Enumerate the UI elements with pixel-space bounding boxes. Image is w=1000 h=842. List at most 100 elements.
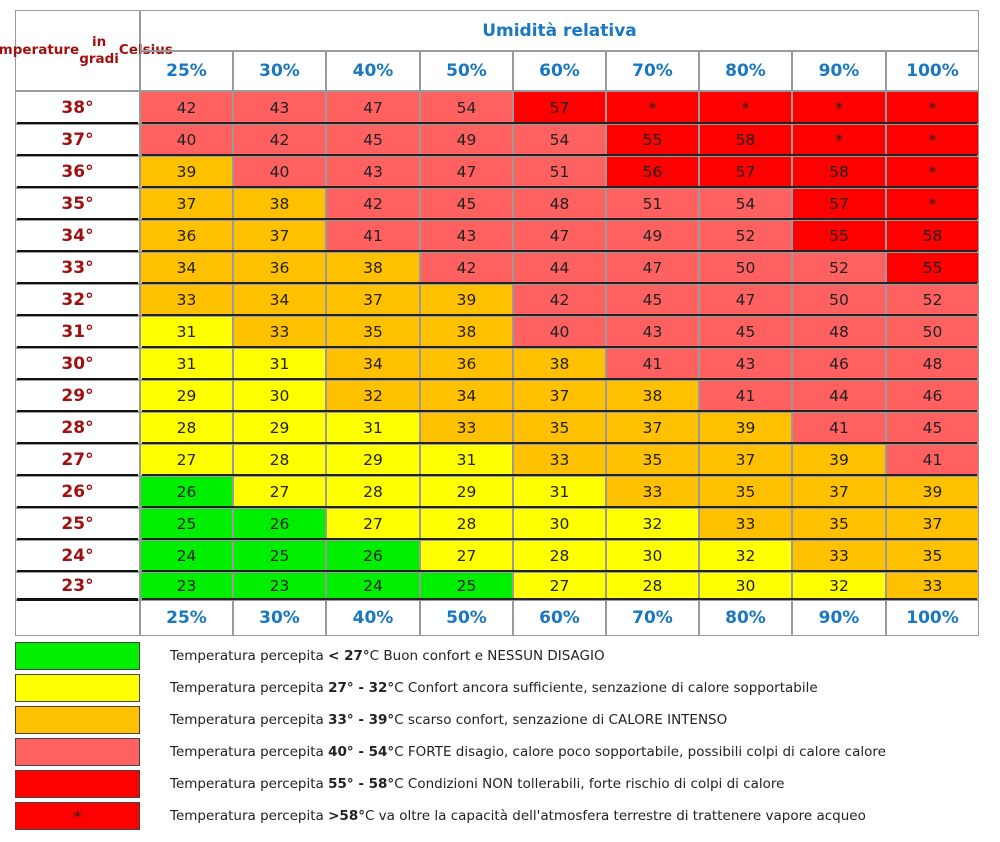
table-cell: 45 — [606, 284, 699, 316]
row-separator — [17, 218, 138, 221]
table-cell: 25 — [140, 508, 233, 540]
row-separator — [142, 282, 977, 284]
table-cell: 39 — [140, 156, 233, 188]
table-cell: 27 — [420, 540, 513, 572]
row-separator — [142, 474, 977, 476]
legend-swatch — [15, 642, 140, 670]
row-label: 30° — [15, 348, 140, 380]
table-cell: 47 — [513, 220, 606, 252]
column-header-bottom: 90% — [792, 600, 886, 636]
table-cell: 32 — [606, 508, 699, 540]
table-cell: 38 — [513, 348, 606, 380]
row-separator — [17, 154, 138, 157]
row-label: 33° — [15, 252, 140, 284]
table-cell: 37 — [326, 284, 420, 316]
table-cell: 23 — [233, 572, 326, 600]
row-label: 32° — [15, 284, 140, 316]
legend-text: Temperatura percepita 55° - 58°C Condizi… — [170, 776, 785, 792]
table-cell: 32 — [699, 540, 792, 572]
table-cell: 29 — [326, 444, 420, 476]
table-cell: 32 — [792, 572, 886, 600]
column-header-bottom: 100% — [886, 600, 979, 636]
table-cell: 33 — [792, 540, 886, 572]
row-label: 28° — [15, 412, 140, 444]
column-header-bottom: 25% — [140, 600, 233, 636]
row-separator — [17, 506, 138, 509]
column-header-bottom: 70% — [606, 600, 699, 636]
footer-corner — [15, 600, 140, 636]
table-cell: 26 — [233, 508, 326, 540]
table-cell: 31 — [233, 348, 326, 380]
table-cell: * — [606, 91, 699, 124]
table-cell: * — [886, 156, 979, 188]
table-cell: 33 — [886, 572, 979, 600]
table-cell: 42 — [233, 124, 326, 156]
table-cell: 54 — [420, 91, 513, 124]
table-cell: 57 — [792, 188, 886, 220]
column-header-bottom: 80% — [699, 600, 792, 636]
table-cell: 35 — [792, 508, 886, 540]
table-cell: 23 — [140, 572, 233, 600]
column-header-top: 30% — [233, 51, 326, 91]
table-cell: 36 — [233, 252, 326, 284]
table-cell: 33 — [140, 284, 233, 316]
column-header-top: 60% — [513, 51, 606, 91]
row-separator — [142, 250, 977, 252]
row-separator — [142, 598, 977, 600]
table-cell: * — [792, 91, 886, 124]
legend-swatch: * — [15, 802, 140, 830]
row-separator — [17, 186, 138, 189]
row-separator — [142, 186, 977, 188]
table-cell: 57 — [699, 156, 792, 188]
column-header-top: 40% — [326, 51, 420, 91]
column-header-bottom: 50% — [420, 600, 513, 636]
table-cell: 43 — [233, 91, 326, 124]
table-cell: 50 — [792, 284, 886, 316]
table-cell: 52 — [792, 252, 886, 284]
table-cell: 46 — [886, 380, 979, 412]
table-cell: 39 — [792, 444, 886, 476]
row-separator — [17, 570, 138, 573]
table-cell: 45 — [886, 412, 979, 444]
row-label: 24° — [15, 540, 140, 572]
table-cell: 41 — [886, 444, 979, 476]
table-cell: 41 — [606, 348, 699, 380]
table-cell: 35 — [606, 444, 699, 476]
table-cell: 30 — [513, 508, 606, 540]
table-cell: 56 — [606, 156, 699, 188]
table-cell: 24 — [326, 572, 420, 600]
table-cell: 31 — [513, 476, 606, 508]
table-cell: * — [699, 91, 792, 124]
table-cell: * — [886, 124, 979, 156]
table-cell: 37 — [140, 188, 233, 220]
table-cell: 52 — [886, 284, 979, 316]
table-cell: 28 — [140, 412, 233, 444]
column-header-top: 90% — [792, 51, 886, 91]
table-cell: 29 — [420, 476, 513, 508]
table-cell: 42 — [420, 252, 513, 284]
table-cell: 37 — [233, 220, 326, 252]
table-cell: 51 — [606, 188, 699, 220]
table-cell: 49 — [420, 124, 513, 156]
table-cell: 31 — [420, 444, 513, 476]
row-separator — [142, 378, 977, 380]
row-separator — [142, 410, 977, 412]
table-cell: 28 — [606, 572, 699, 600]
row-separator — [142, 442, 977, 444]
table-cell: 47 — [699, 284, 792, 316]
row-separator — [17, 250, 138, 253]
table-cell: 48 — [792, 316, 886, 348]
table-cell: 58 — [792, 156, 886, 188]
row-separator — [17, 282, 138, 285]
legend-swatch — [15, 770, 140, 798]
row-label: 23° — [15, 572, 140, 600]
legend-swatch — [15, 738, 140, 766]
table-cell: 55 — [886, 252, 979, 284]
table-cell: 37 — [513, 380, 606, 412]
table-cell: 34 — [420, 380, 513, 412]
row-separator — [17, 122, 138, 125]
table-cell: 49 — [606, 220, 699, 252]
table-cell: 39 — [886, 476, 979, 508]
row-separator — [17, 538, 138, 541]
table-cell: 43 — [420, 220, 513, 252]
